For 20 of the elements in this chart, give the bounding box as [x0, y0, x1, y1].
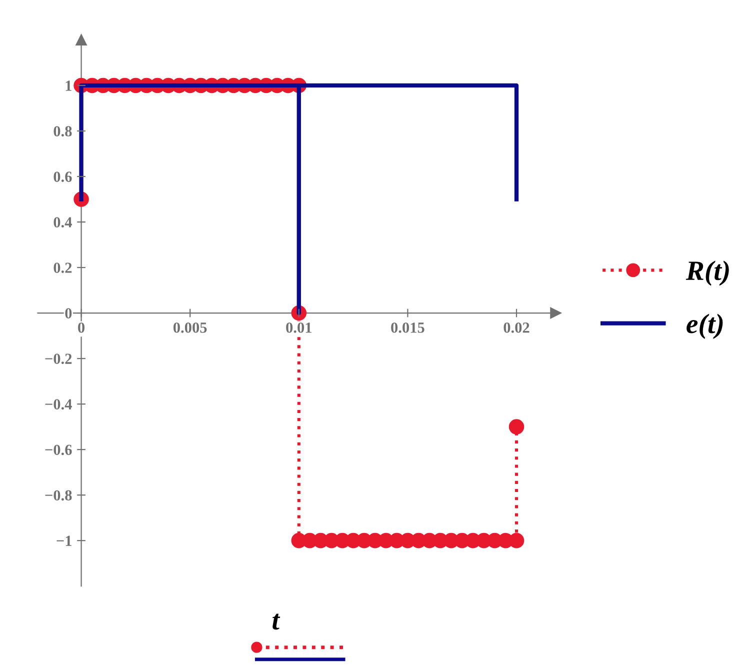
- y-tick-label: −0.6: [45, 444, 72, 456]
- x-tick-label: 0.02: [504, 322, 530, 333]
- legend-label: e(t): [686, 314, 723, 339]
- y-tick-label: 1: [66, 80, 72, 91]
- x-axis-title: t: [272, 614, 280, 630]
- y-tick-label: −0.2: [45, 354, 72, 364]
- x-tick-label: 0.015: [391, 322, 424, 333]
- x-tick-label: 0.01: [286, 322, 312, 333]
- y-tick-label: −0.8: [45, 490, 72, 501]
- x-tick-label: 0.005: [173, 322, 207, 333]
- y-tick-label: −1: [56, 536, 72, 546]
- y-tick-label: 0.6: [54, 172, 72, 182]
- y-tick-label: 0.2: [54, 262, 72, 274]
- point: [508, 419, 524, 434]
- y-tick-label: −0.4: [45, 399, 72, 410]
- y-tick-label: 0.4: [54, 217, 72, 228]
- y-tick-label: 0.8: [54, 126, 72, 136]
- x-tick-label: 0: [78, 322, 85, 333]
- y-tick-label: 0: [65, 308, 72, 318]
- legend-label: R(t): [686, 260, 729, 286]
